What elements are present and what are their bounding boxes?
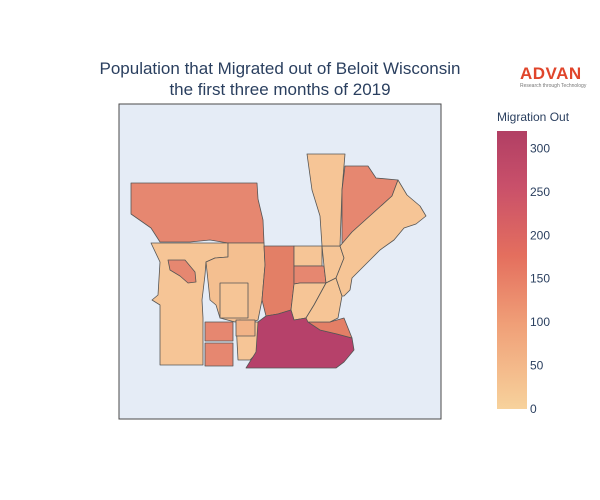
colorbar-tick-label: 300 [530, 141, 550, 155]
region-northeast-tall[interactable] [306, 153, 346, 247]
logo-tagline: Research through Technology [520, 83, 587, 89]
advan-logo: ADVAN Research through Technology [520, 64, 600, 89]
colorbar [497, 131, 527, 409]
region-northwest[interactable] [130, 182, 265, 244]
region-lower-mid-b[interactable] [235, 319, 256, 337]
region-lower-west-a[interactable] [204, 321, 234, 342]
region-center-block[interactable] [219, 282, 249, 319]
colorbar-title: Migration Out [497, 110, 570, 124]
colorbar-ticks: 0 50 100 150 200 250 300 [530, 141, 550, 416]
region-west-small[interactable] [167, 259, 197, 284]
region-middle-column[interactable] [261, 245, 295, 317]
colorbar-tick-label: 50 [530, 359, 544, 373]
title-line-1: Population that Migrated out of Beloit W… [99, 59, 461, 78]
chart-title: Population that Migrated out of Beloit W… [40, 58, 520, 100]
logo-word: ADVAN [520, 64, 582, 83]
region-central-salmon[interactable] [293, 265, 327, 285]
colorbar-tick-label: 0 [530, 402, 537, 416]
colorbar-tick-label: 100 [530, 315, 550, 329]
colorbar-tick-label: 200 [530, 228, 550, 242]
region-central-small[interactable] [293, 245, 323, 267]
region-lower-west-b[interactable] [204, 342, 234, 367]
title-line-2: the first three months of 2019 [169, 80, 391, 99]
colorbar-tick-label: 150 [530, 272, 550, 286]
region-east-coast[interactable] [335, 179, 427, 297]
colorbar-tick-label: 250 [530, 185, 550, 199]
